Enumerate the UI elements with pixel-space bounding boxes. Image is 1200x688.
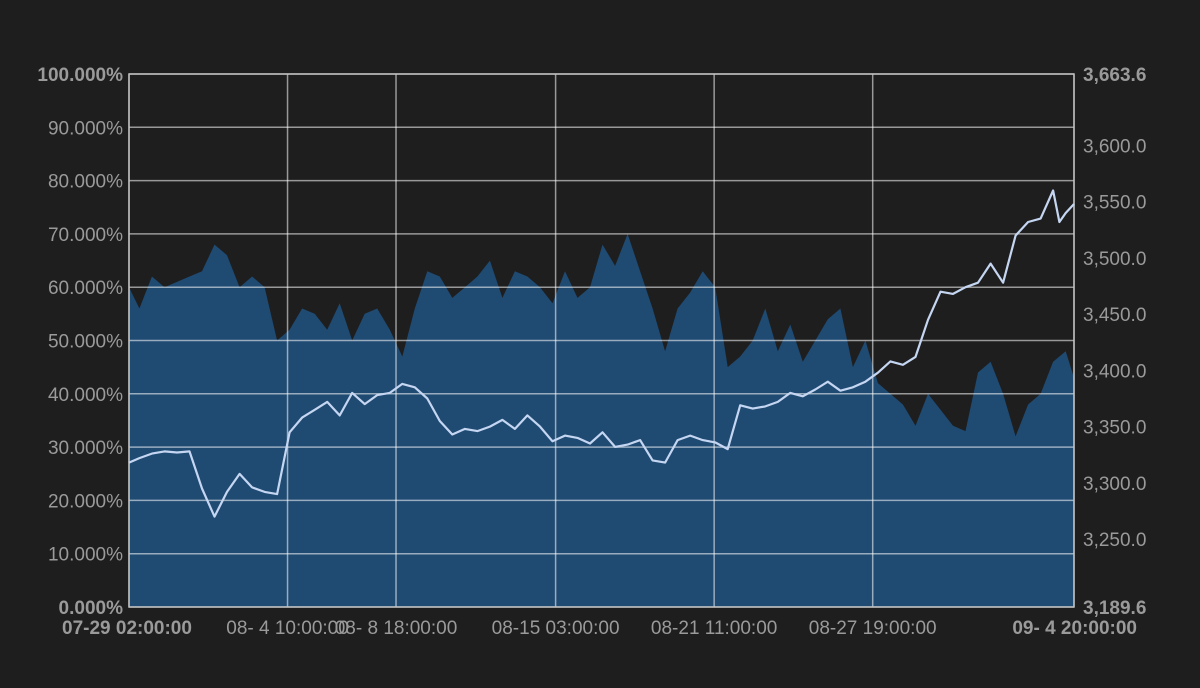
right-axis-tick-label: 3,450.0 xyxy=(1083,305,1146,326)
area-series xyxy=(129,233,1074,607)
left-axis-tick-label: 0.000% xyxy=(59,598,124,619)
x-axis-tick-label: 08-27 19:00:00 xyxy=(809,618,937,639)
left-axis-tick-label: 50.000% xyxy=(48,332,123,353)
right-axis-tick-label: 3,663.6 xyxy=(1083,65,1146,86)
right-axis-tick-label: 3,500.0 xyxy=(1083,249,1146,270)
right-axis-tick-label: 3,600.0 xyxy=(1083,137,1146,158)
left-axis-tick-label: 10.000% xyxy=(48,545,123,566)
left-axis-tick-label: 40.000% xyxy=(48,385,123,406)
x-axis-tick-label: 08-21 11:00:00 xyxy=(651,618,777,639)
x-axis-tick-label: 08-15 03:00:00 xyxy=(492,618,620,639)
left-axis-tick-label: 70.000% xyxy=(48,225,123,246)
plot-border xyxy=(128,73,1075,608)
left-axis-tick-label: 30.000% xyxy=(48,438,123,459)
left-axis-tick-label: 20.000% xyxy=(48,491,123,512)
x-axis-tick-label: 08- 4 10:00:00 xyxy=(226,618,349,639)
right-axis-tick-label: 3,250.0 xyxy=(1083,530,1146,551)
x-axis-tick-label: 08- 8 18:00:00 xyxy=(335,618,458,639)
left-axis-tick-label: 90.000% xyxy=(48,118,123,139)
x-axis-tick-label: 07-29 02:00:00 xyxy=(62,618,192,639)
right-axis-tick-label: 3,350.0 xyxy=(1083,418,1146,439)
right-axis-tick-label: 3,300.0 xyxy=(1083,474,1146,495)
right-axis-tick-label: 3,189.6 xyxy=(1083,598,1146,619)
left-axis-tick-label: 100.000% xyxy=(37,65,123,86)
left-axis-tick-label: 80.000% xyxy=(48,172,123,193)
right-axis-tick-label: 3,550.0 xyxy=(1083,193,1146,214)
line-series xyxy=(128,189,1075,518)
left-axis-tick-label: 60.000% xyxy=(48,278,123,299)
right-axis-tick-label: 3,400.0 xyxy=(1083,361,1146,382)
x-axis-tick-label: 09- 4 20:00:00 xyxy=(1012,618,1137,639)
